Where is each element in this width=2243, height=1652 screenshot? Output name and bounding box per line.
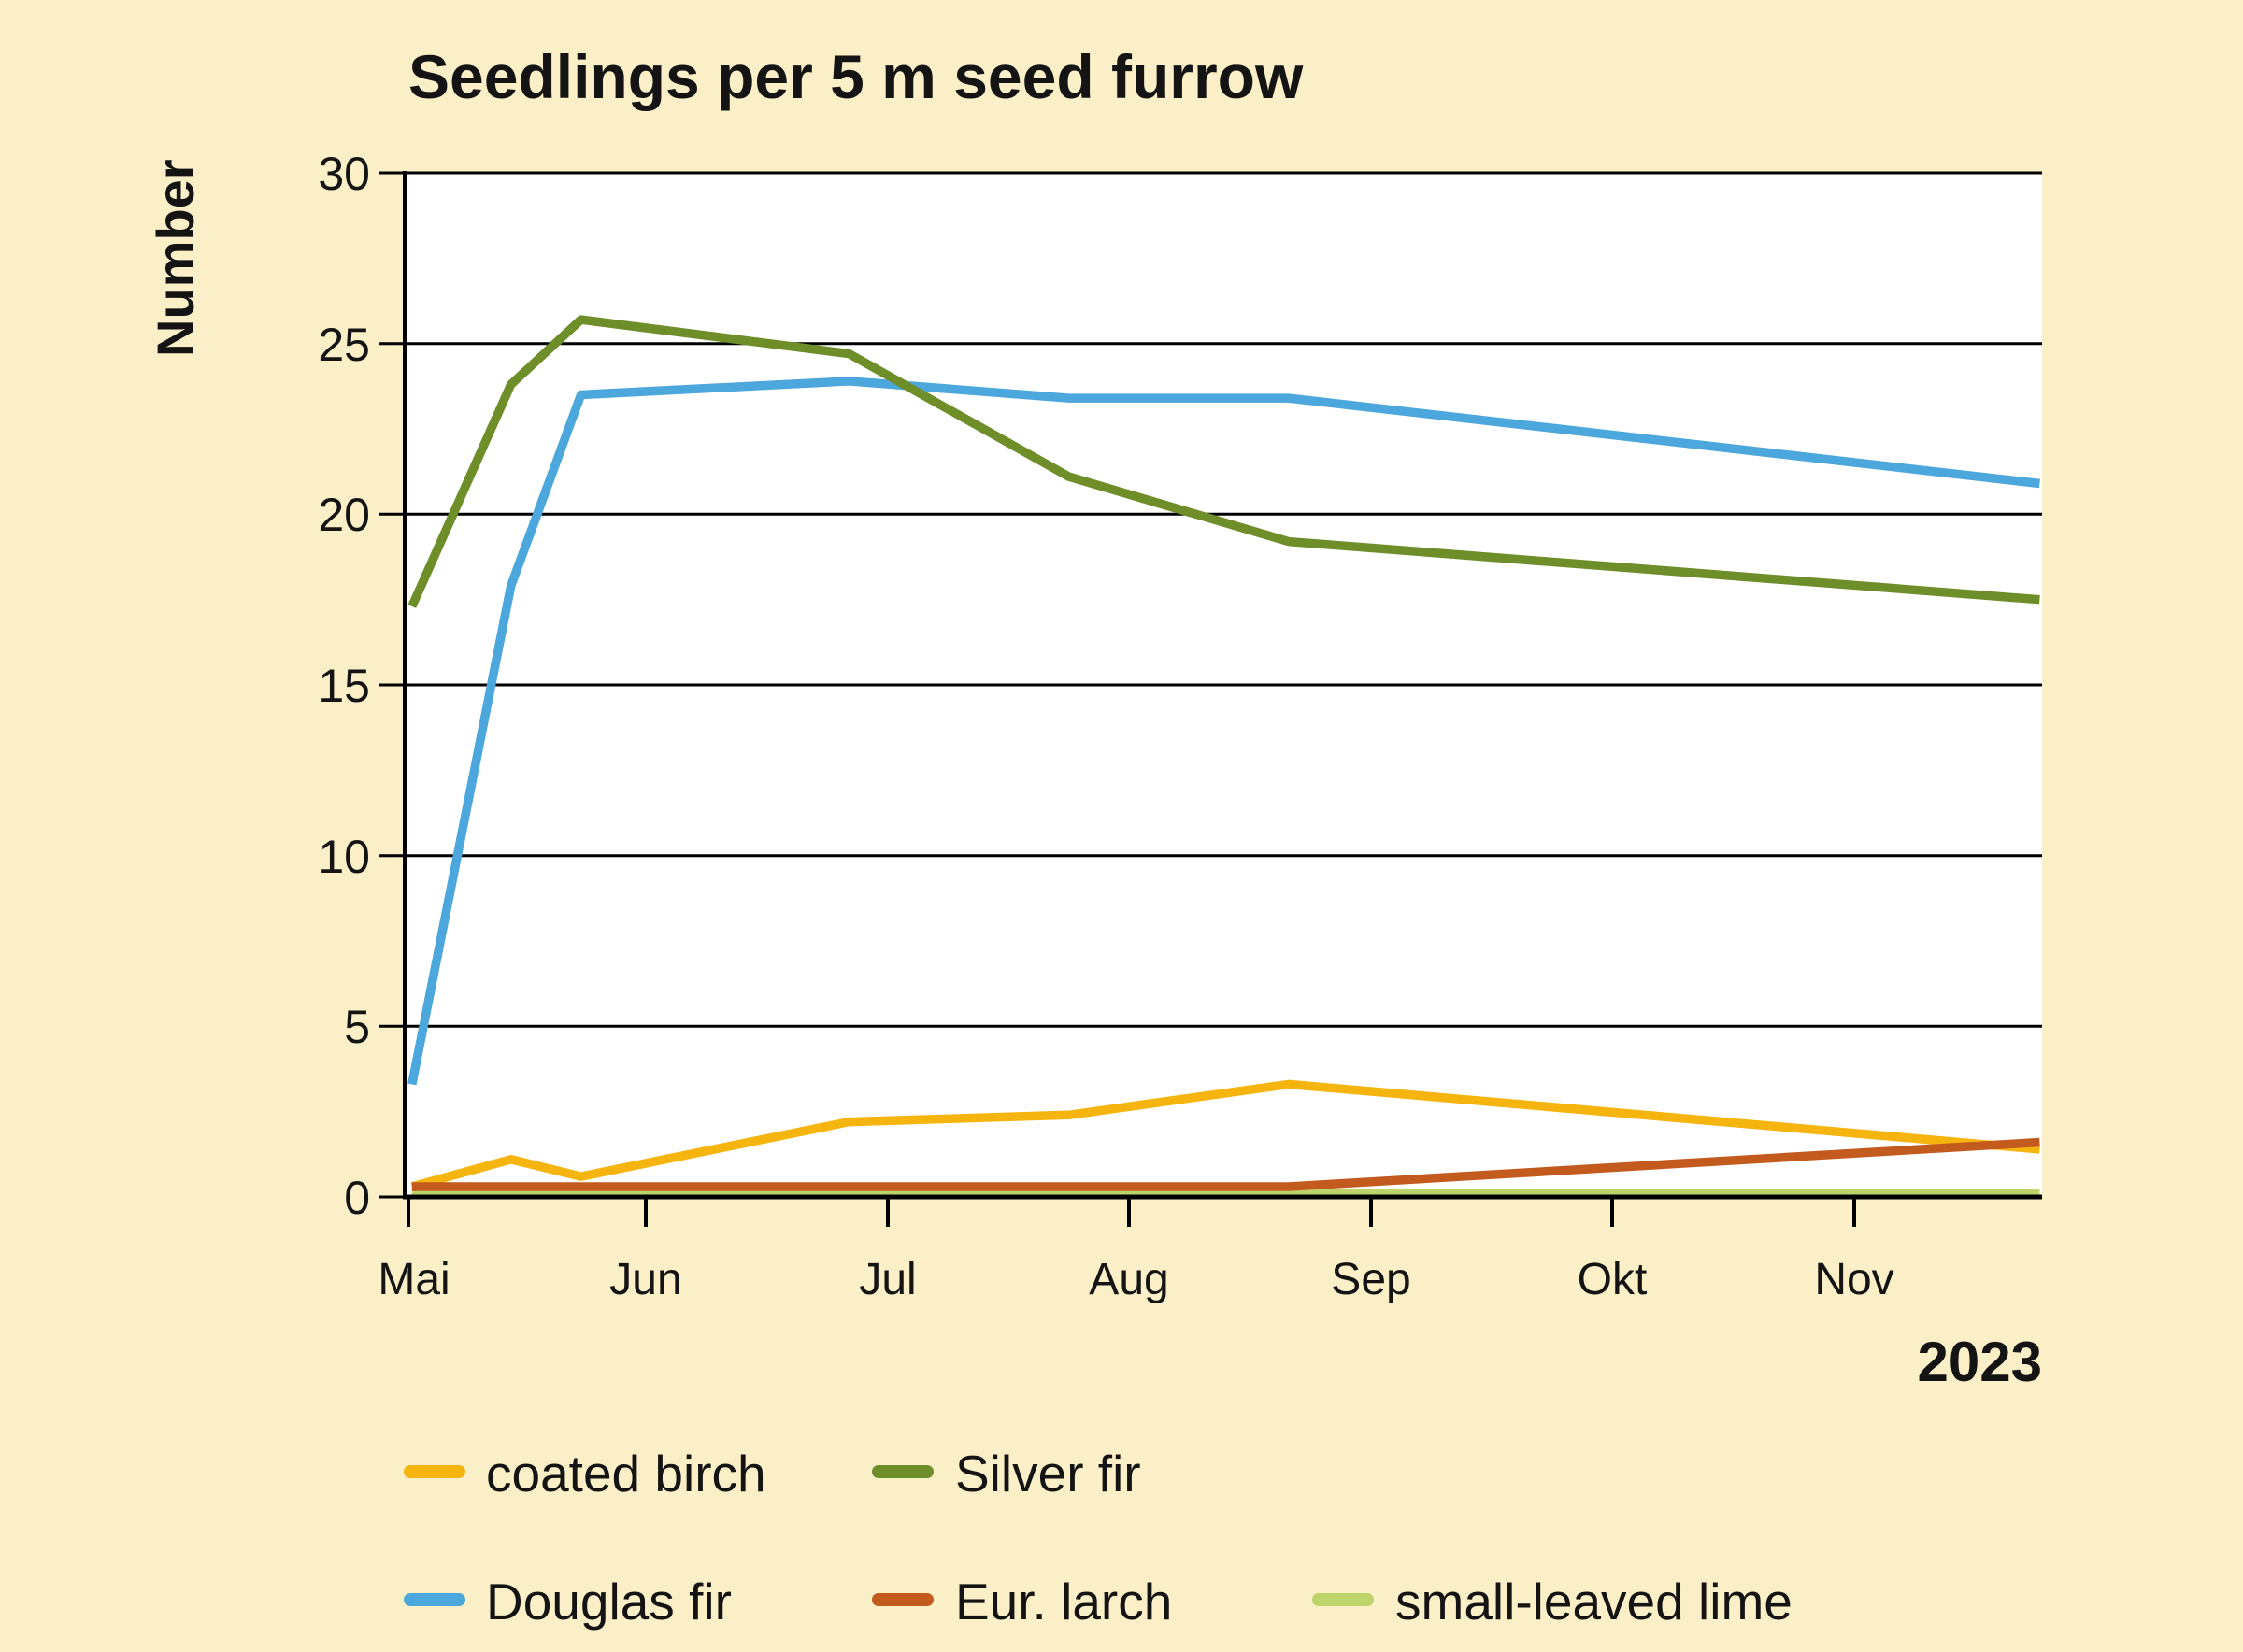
- y-tick-label-30: 30: [318, 148, 370, 200]
- x-tick-labels: Mai Jun Jul Aug Sep Okt Nov: [378, 1255, 1893, 1304]
- legend-swatch-coated-birch: [404, 1465, 465, 1478]
- y-tick-label-5: 5: [344, 1001, 370, 1053]
- legend-label-eur-larch: Eur. larch: [955, 1573, 1172, 1631]
- legend-item-eur-larch: Eur. larch: [872, 1573, 1172, 1631]
- y-tick-label-0: 0: [344, 1172, 370, 1224]
- x-tick-label-jun: Jun: [609, 1255, 681, 1304]
- year-label: 2023: [1918, 1331, 2042, 1393]
- legend-label-silver-fir: Silver fir: [955, 1445, 1141, 1502]
- legend-item-silver-fir: Silver fir: [872, 1445, 1141, 1502]
- legend-swatch-small-leaved-lime: [1312, 1593, 1374, 1606]
- y-axis-label: Number: [146, 159, 205, 357]
- x-axis-ticks: [407, 1199, 1856, 1227]
- x-tick-label-okt: Okt: [1578, 1255, 1648, 1304]
- line-eur-larch: [411, 1137, 2040, 1191]
- line-silver-fir: [407, 315, 2040, 608]
- legend: coated birch Silver fir Douglas fir Eur.…: [404, 1445, 1793, 1631]
- legend-swatch-eur-larch: [872, 1593, 934, 1606]
- line-coated-birch: [410, 1079, 2040, 1191]
- y-tick-label-15: 15: [318, 660, 370, 712]
- legend-item-small-leaved-lime: small-leaved lime: [1312, 1573, 1793, 1631]
- y-tick-label-20: 20: [318, 489, 370, 541]
- line-douglas-fir: [407, 377, 2040, 1086]
- x-tick-label-mai: Mai: [378, 1255, 450, 1304]
- series-lines: [407, 315, 2040, 1199]
- y-tick-labels: 30 25 20 15 10 5 0: [318, 148, 370, 1224]
- y-tick-label-10: 10: [318, 831, 370, 883]
- gridlines: [405, 171, 2042, 1028]
- y-tick-label-25: 25: [318, 319, 370, 371]
- legend-label-douglas-fir: Douglas fir: [486, 1573, 732, 1631]
- x-tick-label-jul: Jul: [859, 1255, 916, 1304]
- x-tick-label-aug: Aug: [1089, 1255, 1168, 1304]
- legend-label-coated-birch: coated birch: [486, 1445, 766, 1502]
- x-tick-label-nov: Nov: [1814, 1255, 1893, 1304]
- y-axis-ticks: [379, 171, 403, 1199]
- x-tick-label-sep: Sep: [1331, 1255, 1410, 1304]
- chart-title: Seedlings per 5 m seed furrow: [408, 42, 1304, 111]
- legend-item-douglas-fir: Douglas fir: [404, 1573, 732, 1631]
- legend-label-small-leaved-lime: small-leaved lime: [1395, 1573, 1793, 1631]
- legend-swatch-silver-fir: [872, 1465, 934, 1478]
- legend-swatch-douglas-fir: [404, 1593, 465, 1606]
- legend-item-coated-birch: coated birch: [404, 1445, 766, 1502]
